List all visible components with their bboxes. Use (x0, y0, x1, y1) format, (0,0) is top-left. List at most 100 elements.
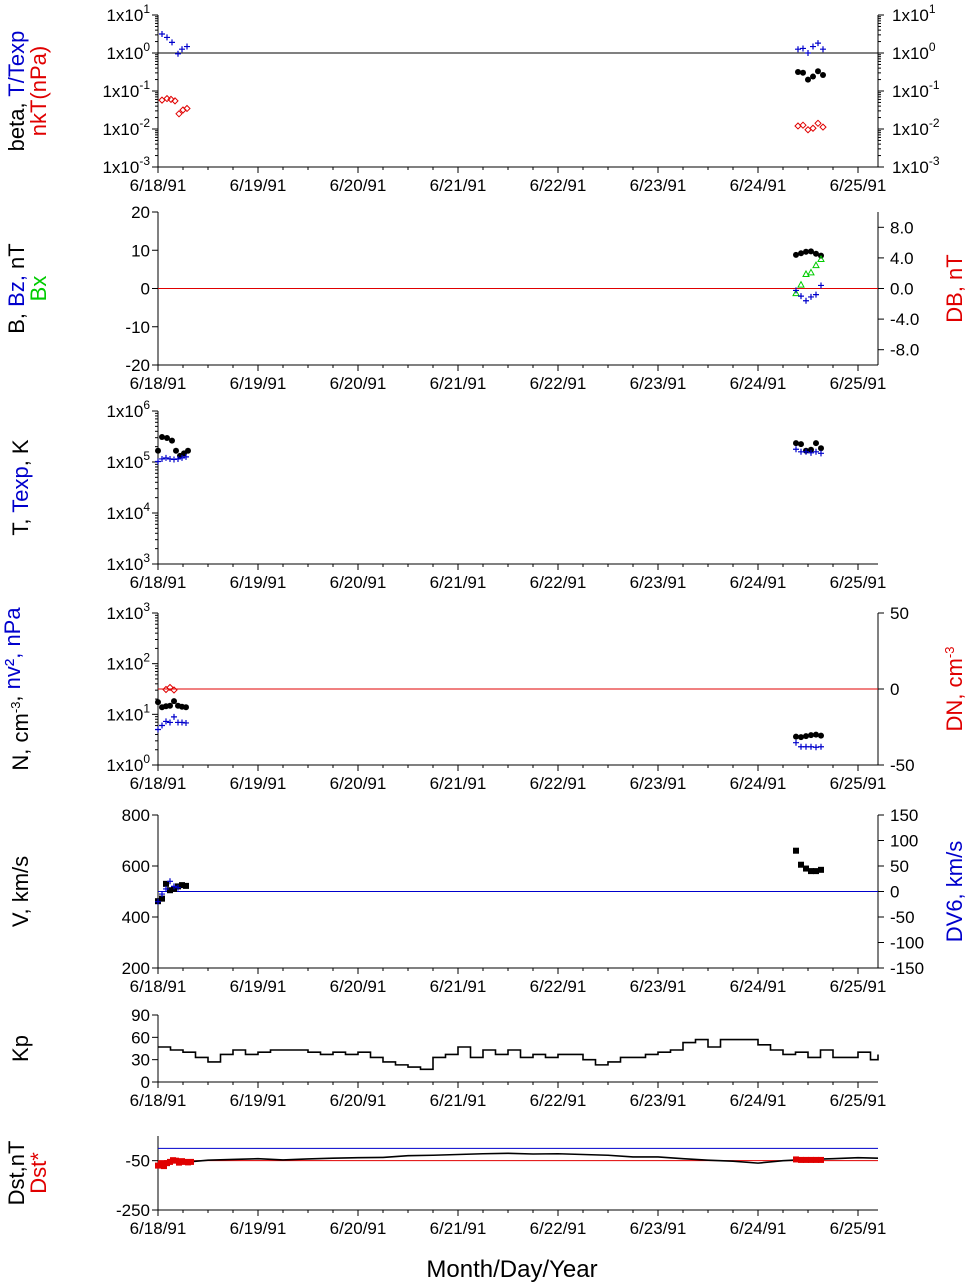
x-tick-label: 6/23/91 (630, 774, 687, 793)
data-point (185, 447, 191, 454)
data-point (183, 719, 189, 726)
series-3 (795, 68, 826, 83)
x-tick-label: 6/22/91 (530, 774, 587, 793)
x-tick-label: 6/20/91 (330, 1091, 387, 1110)
data-point (798, 293, 804, 300)
x-tick-label: 6/23/91 (630, 374, 687, 393)
x-tick-label: 6/25/91 (830, 176, 887, 195)
data-point (171, 698, 177, 705)
data-point (175, 455, 181, 462)
right-axis-title: DB, nT (942, 254, 967, 322)
y-axis-title: T, Texp, K (8, 439, 33, 536)
data-point (803, 248, 809, 255)
data-point (164, 435, 170, 442)
data-point (155, 699, 161, 706)
series-1 (155, 878, 181, 905)
right-tick-label: -50 (890, 756, 915, 775)
x-tick-label: 6/24/91 (730, 977, 787, 996)
data-point (803, 733, 809, 740)
data-point (820, 46, 826, 53)
series-line (157, 1152, 879, 1164)
series-0 (157, 1152, 879, 1164)
series-0 (159, 31, 190, 57)
data-point (155, 447, 161, 454)
data-point (155, 726, 161, 733)
right-tick-label: 0.0 (890, 280, 914, 299)
data-point (810, 73, 816, 80)
data-point (807, 268, 815, 276)
x-tick-label: 6/19/91 (230, 176, 287, 195)
y-tick-label: 1x102 (106, 651, 150, 674)
data-point (818, 1156, 824, 1163)
series-2 (162, 683, 178, 694)
data-point (793, 847, 799, 854)
data-point (813, 868, 819, 875)
x-tick-label: 6/22/91 (530, 977, 587, 996)
right-tick-label: 1x100 (892, 40, 936, 63)
data-point (818, 866, 824, 873)
data-point (164, 34, 170, 41)
data-point (175, 884, 181, 891)
x-tick-label: 6/18/91 (130, 774, 187, 793)
data-point (813, 731, 819, 738)
x-tick-label: 6/19/91 (230, 977, 287, 996)
y-tick-label: 1x104 (106, 500, 150, 523)
right-tick-label: 1x10-3 (892, 154, 940, 177)
data-point (163, 718, 169, 725)
x-tick-label: 6/19/91 (230, 573, 287, 592)
right-tick-label: -8.0 (890, 341, 919, 360)
data-point (171, 883, 177, 890)
x-tick-label: 6/21/91 (430, 176, 487, 195)
y-tick-label: 400 (122, 908, 150, 927)
data-point (803, 297, 809, 304)
x-tick-label: 6/20/91 (330, 1219, 387, 1238)
y-axis-title: Dst* (26, 1152, 51, 1194)
right-axis-title: DV6, km/s (942, 841, 967, 942)
data-point (793, 739, 799, 746)
x-tick-label: 6/24/91 (730, 1219, 787, 1238)
y-tick-label: 1x10-2 (102, 116, 150, 139)
y-tick-label: 60 (131, 1028, 150, 1047)
data-point (167, 887, 173, 894)
y-tick-label: 1x101 (106, 701, 150, 724)
x-tick-label: 6/19/91 (230, 374, 287, 393)
data-point (155, 898, 161, 905)
y-tick-label: 1x105 (106, 449, 150, 472)
data-point (170, 686, 178, 694)
y-axis-title: Bx (26, 276, 51, 302)
x-tick-label: 6/24/91 (730, 774, 787, 793)
data-point (183, 453, 189, 460)
y-tick-label: -50 (125, 1152, 150, 1171)
data-point (159, 891, 165, 898)
right-tick-label: 1x10-1 (892, 78, 940, 101)
right-tick-label: 100 (890, 832, 918, 851)
data-point (818, 743, 824, 750)
data-point (800, 45, 806, 52)
series-3 (793, 731, 824, 741)
y-axis-title: Dst,nT (4, 1141, 29, 1206)
right-tick-label: 50 (890, 604, 909, 623)
data-point (805, 76, 811, 83)
x-tick-label: 6/25/91 (830, 1219, 887, 1238)
series-2 (793, 282, 824, 304)
x-tick-label: 6/18/91 (130, 1219, 187, 1238)
data-point (159, 895, 165, 902)
data-point (813, 291, 819, 298)
data-point (171, 97, 179, 105)
right-tick-label: 1x10-2 (892, 116, 940, 139)
x-tick-label: 6/25/91 (830, 977, 887, 996)
data-point (800, 69, 806, 76)
data-point (179, 882, 185, 889)
x-tick-label: 6/23/91 (630, 1219, 687, 1238)
x-tick-label: 6/23/91 (630, 977, 687, 996)
series-2 (795, 40, 826, 56)
data-point (792, 289, 800, 297)
x-tick-label: 6/25/91 (830, 573, 887, 592)
right-tick-label: -50 (890, 908, 915, 927)
x-tick-label: 6/21/91 (430, 374, 487, 393)
y-axis-title: N, cm-3, nv², nPa (0, 607, 33, 771)
series-1 (155, 713, 189, 733)
data-point (795, 69, 801, 75)
right-tick-label: 0 (890, 883, 899, 902)
data-point (798, 1156, 804, 1163)
